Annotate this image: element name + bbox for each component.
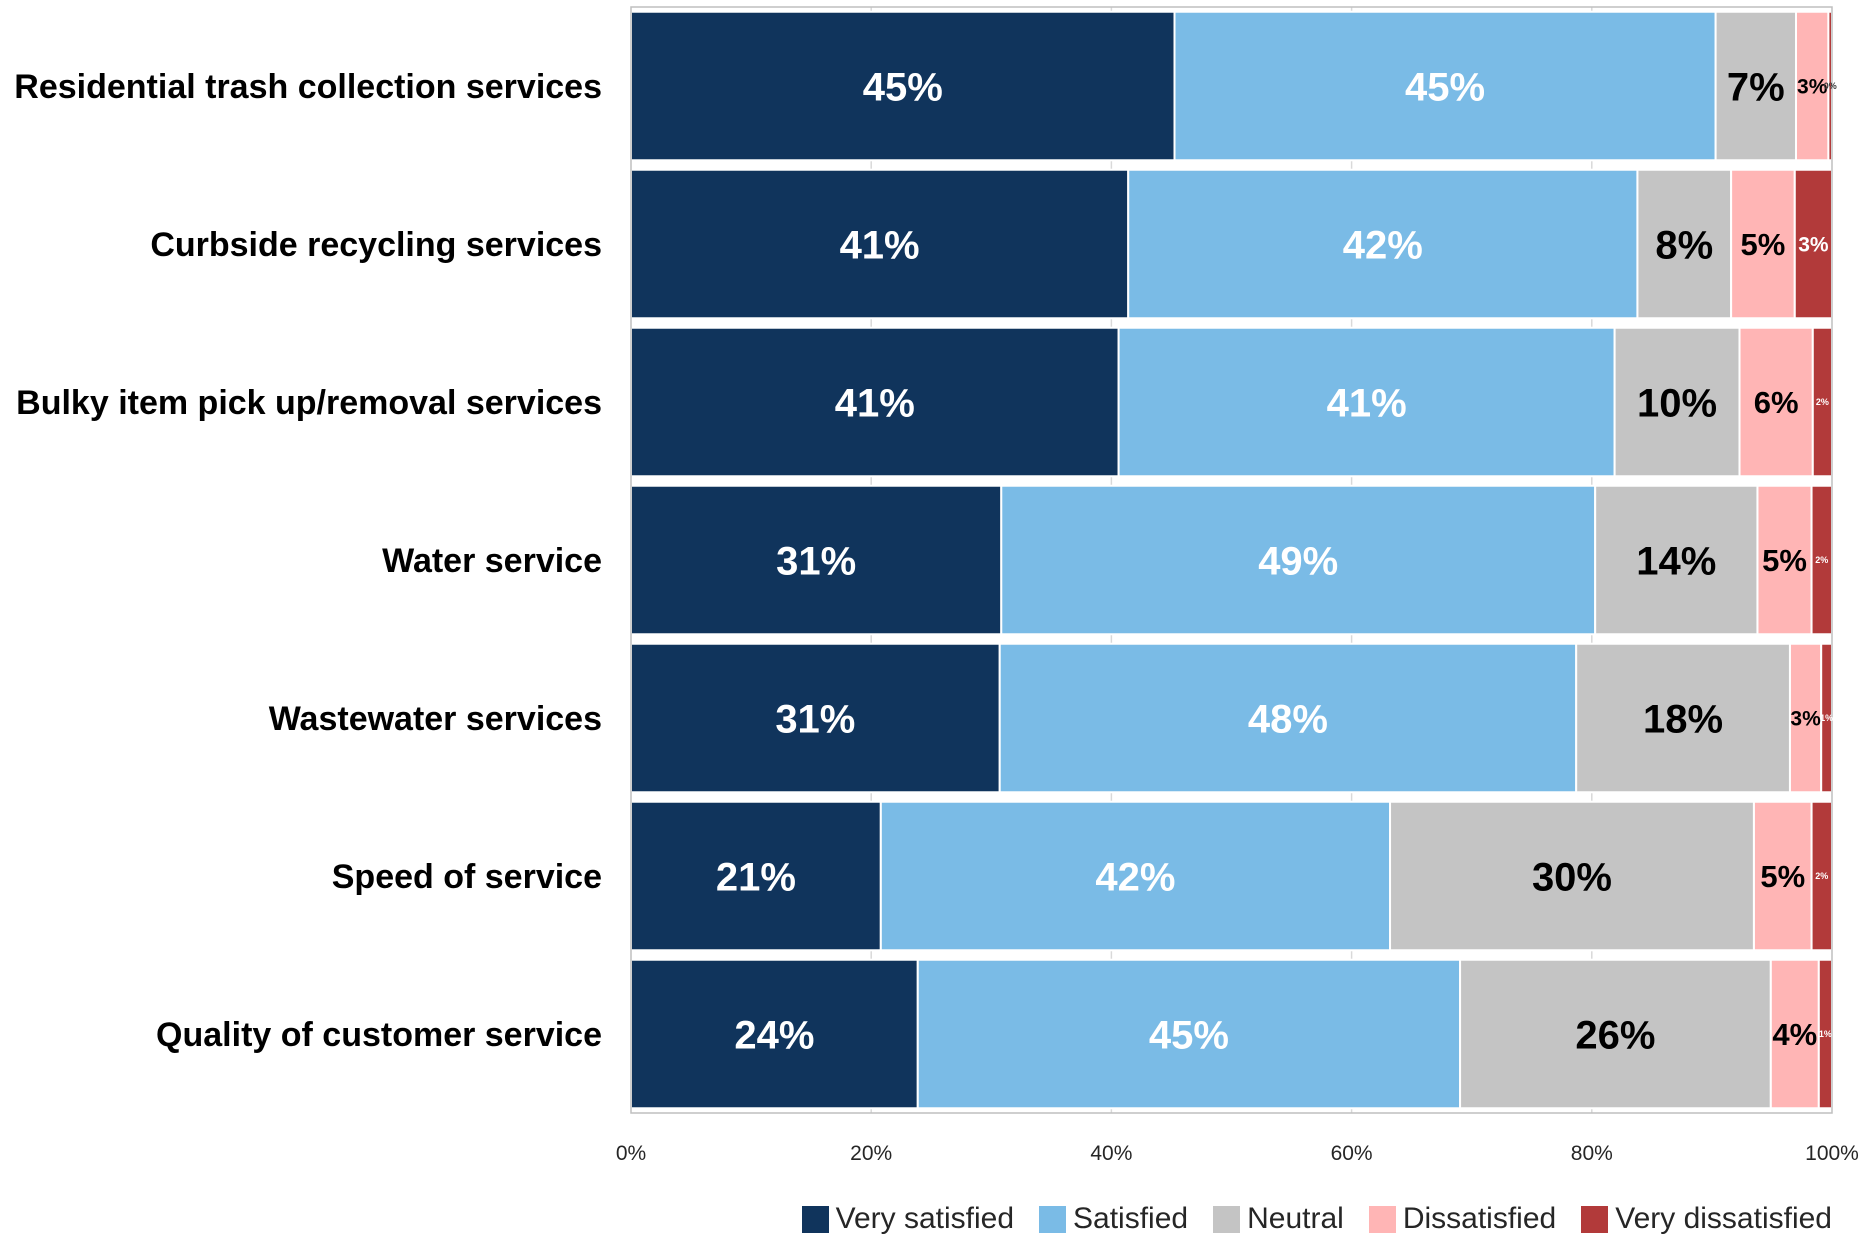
bar-segment-very-satisfied: [630, 958, 919, 1110]
x-tick-label: 80%: [1571, 1142, 1613, 1165]
legend-item-very-satisfied: Very satisfied: [801, 1201, 1015, 1237]
data-label-very-satisfied: 31%: [775, 697, 855, 741]
category-label: Wastewater services: [269, 700, 602, 738]
data-label-very-satisfied: 45%: [863, 65, 943, 109]
plot-area-frame: [630, 6, 1833, 1114]
bar-segment-neutral: [1594, 484, 1759, 636]
x-axis-tick-labels: 0% 20% 40% 60% 80% 100%: [616, 1142, 1859, 1165]
legend-item-very-dissatisfied: Very dissatisfied: [1581, 1201, 1832, 1237]
stacked-bar-chart: 45% 45% 7% 3%0%41% 42% 8% 5% 3%41% 41% 10% 6% 2%31%…: [14, 6, 1859, 1165]
data-label-neutral: 8%: [1655, 223, 1713, 267]
bar-segment-very-satisfied: [630, 10, 1176, 162]
legend-label-dissatisfied: Dissatisfied: [1402, 1202, 1557, 1235]
data-label-dissatisfied: 5%: [1741, 227, 1786, 262]
bar-segment-neutral: [1459, 958, 1772, 1110]
data-label-very-dissatisfied: 2%: [1815, 555, 1828, 565]
x-tick-label: 0%: [616, 1142, 646, 1165]
data-label-very-satisfied: 21%: [716, 855, 796, 899]
data-label-dissatisfied: 5%: [1760, 859, 1805, 894]
data-label-neutral: 26%: [1575, 1013, 1655, 1057]
data-label-dissatisfied: 5%: [1762, 543, 1807, 578]
legend-label-satisfied: Satisfied: [1073, 1202, 1189, 1235]
legend-swatch-very-dissatisfied: [1581, 1205, 1609, 1233]
legend-swatch-neutral: [1213, 1205, 1241, 1233]
bar-segment-neutral: [1389, 800, 1755, 952]
legend-swatch-satisfied: [1039, 1205, 1067, 1233]
bar-segment-very-satisfied: [630, 326, 1120, 478]
category-label: Quality of customer service: [156, 1016, 602, 1054]
bar-segment-satisfied: [1127, 168, 1639, 320]
x-tick-label: 60%: [1331, 1142, 1373, 1165]
bar-segment-satisfied: [1117, 326, 1616, 478]
data-label-very-dissatisfied: 0%: [1824, 81, 1837, 91]
data-label-dissatisfied: 3%: [1797, 76, 1828, 99]
legend-item-dissatisfied: Dissatisfied: [1368, 1201, 1557, 1237]
legend-swatch-very-satisfied: [801, 1205, 829, 1233]
bar-segment-dissatisfied: [1769, 958, 1820, 1110]
bar-segment-very-satisfied: [630, 168, 1130, 320]
legend: Very satisfied Satisfied Neutral Dissati…: [801, 1201, 1832, 1237]
data-label-neutral: 10%: [1637, 381, 1717, 425]
bar-segment-very-satisfied: [630, 642, 1001, 794]
category-label: Curbside recycling services: [150, 226, 602, 264]
legend-label-very-dissatisfied: Very dissatisfied: [1615, 1202, 1832, 1235]
bar-segment-dissatisfied: [1730, 168, 1796, 320]
data-label-very-satisfied: 41%: [840, 223, 920, 267]
data-label-neutral: 7%: [1727, 65, 1785, 109]
data-label-neutral: 18%: [1643, 697, 1723, 741]
data-label-very-dissatisfied: 2%: [1815, 871, 1828, 881]
bar-segment-dissatisfied: [1788, 642, 1823, 794]
data-labels: 45% 45% 7% 3%0%41% 42% 8% 5% 3%41% 41% 10% 6% 2%31%…: [716, 65, 1837, 1057]
data-label-very-dissatisfied: 3%: [1798, 234, 1829, 257]
data-label-satisfied: 42%: [1343, 223, 1423, 267]
data-label-satisfied: 48%: [1248, 697, 1328, 741]
data-label-dissatisfied: 3%: [1790, 708, 1821, 731]
bar-segment-dissatisfied: [1756, 484, 1813, 636]
bar-segment-neutral: [1636, 168, 1733, 320]
data-label-neutral: 30%: [1532, 855, 1612, 899]
bar-segment-very-satisfied: [630, 800, 882, 952]
x-tick-label: 100%: [1805, 1142, 1859, 1165]
data-label-satisfied: 41%: [1327, 381, 1407, 425]
legend-label-very-satisfied: Very satisfied: [835, 1202, 1015, 1235]
bar-segment-neutral: [1613, 326, 1741, 478]
bar-segment-neutral: [1575, 642, 1791, 794]
data-label-satisfied: 45%: [1149, 1013, 1229, 1057]
bar-segment-very-dissatisfied: [1793, 168, 1834, 320]
data-label-very-satisfied: 24%: [734, 1013, 814, 1057]
data-label-satisfied: 45%: [1405, 65, 1485, 109]
category-label: Residential trash collection services: [14, 68, 602, 106]
data-label-very-satisfied: 41%: [835, 381, 915, 425]
category-labels: Residential trash collection services Cur…: [14, 68, 602, 1054]
category-label: Water service: [382, 542, 602, 580]
x-tick-label: 40%: [1090, 1142, 1132, 1165]
data-label-very-dissatisfied: 1%: [1820, 713, 1833, 723]
data-label-very-satisfied: 31%: [776, 539, 856, 583]
data-label-neutral: 14%: [1636, 539, 1716, 583]
category-label: Bulky item pick up/removal services: [16, 384, 602, 422]
data-label-satisfied: 49%: [1258, 539, 1338, 583]
bar-segment-dissatisfied: [1752, 800, 1813, 952]
bar-segment-satisfied: [1000, 484, 1597, 636]
legend-swatch-dissatisfied: [1368, 1205, 1396, 1233]
data-label-dissatisfied: 4%: [1772, 1017, 1817, 1052]
legend-item-neutral: Neutral: [1213, 1201, 1344, 1237]
bars: [630, 10, 1834, 1110]
x-tick-label: 20%: [850, 1142, 892, 1165]
data-label-dissatisfied: 6%: [1754, 385, 1799, 420]
bar-segment-dissatisfied: [1738, 326, 1814, 478]
legend-label-neutral: Neutral: [1247, 1202, 1344, 1235]
bar-segment-dissatisfied: [1795, 10, 1830, 162]
bar-segment-satisfied: [1173, 10, 1717, 162]
category-label: Speed of service: [332, 858, 602, 896]
data-label-satisfied: 42%: [1095, 855, 1175, 899]
bar-segment-satisfied: [879, 800, 1392, 952]
bar-segment-satisfied: [998, 642, 1578, 794]
legend-item-satisfied: Satisfied: [1039, 1201, 1188, 1237]
data-label-very-dissatisfied: 1%: [1819, 1029, 1832, 1039]
bar-segment-neutral: [1714, 10, 1798, 162]
data-label-very-dissatisfied: 2%: [1816, 397, 1829, 407]
